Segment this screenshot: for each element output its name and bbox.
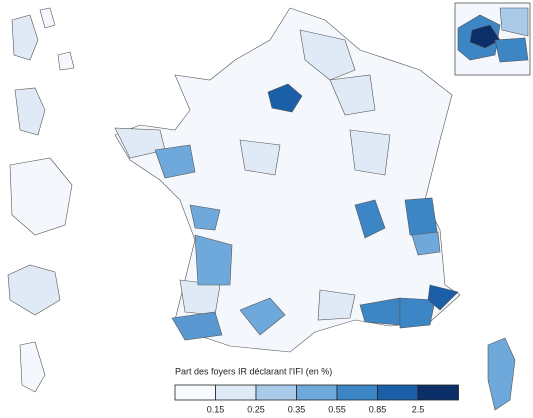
- region: [239, 139, 281, 176]
- corse: [487, 337, 516, 411]
- legend-break-label: 0.25: [247, 404, 265, 414]
- legend-break-label: 0.55: [328, 404, 346, 414]
- legend-break-label: 0.85: [369, 404, 387, 414]
- region: [349, 129, 391, 176]
- legend-swatch: [377, 384, 419, 401]
- inset-dep: [494, 37, 529, 63]
- mayotte: [19, 341, 46, 393]
- legend-swatch: [215, 384, 257, 401]
- region: [411, 231, 441, 256]
- legend: Part des foyers IR déclarant l'IFI (en %…: [174, 366, 459, 414]
- legend-swatch: [417, 384, 459, 401]
- inset-dep: [499, 7, 529, 37]
- region: [171, 311, 223, 341]
- region: [329, 74, 376, 116]
- reunion: [7, 264, 61, 316]
- france-map: [114, 7, 461, 353]
- legend-swatch: [296, 384, 338, 401]
- legend-swatch: [255, 384, 297, 401]
- inset-dep: [469, 24, 501, 49]
- region: [239, 297, 286, 336]
- region: [317, 289, 356, 321]
- paris-inset: [454, 2, 531, 76]
- region: [299, 29, 356, 81]
- overseas: [7, 7, 516, 411]
- paris: [267, 83, 303, 113]
- legend-swatch: [174, 384, 216, 401]
- region: [194, 234, 233, 286]
- legend-break-label: 0.15: [207, 404, 225, 414]
- legend-title: Part des foyers IR déclarant l'IFI (en %…: [175, 366, 332, 376]
- legend-break-label: 2.5: [412, 404, 425, 414]
- island: [39, 7, 56, 29]
- legend-swatch: [336, 384, 378, 401]
- region: [404, 197, 439, 239]
- island: [11, 14, 39, 61]
- island: [57, 51, 75, 71]
- region: [399, 297, 436, 329]
- guyane: [9, 157, 73, 236]
- island: [14, 87, 46, 136]
- region: [427, 284, 459, 311]
- legend-break-label: 0.35: [288, 404, 306, 414]
- region: [354, 199, 386, 239]
- region: [154, 144, 196, 179]
- region: [189, 204, 221, 231]
